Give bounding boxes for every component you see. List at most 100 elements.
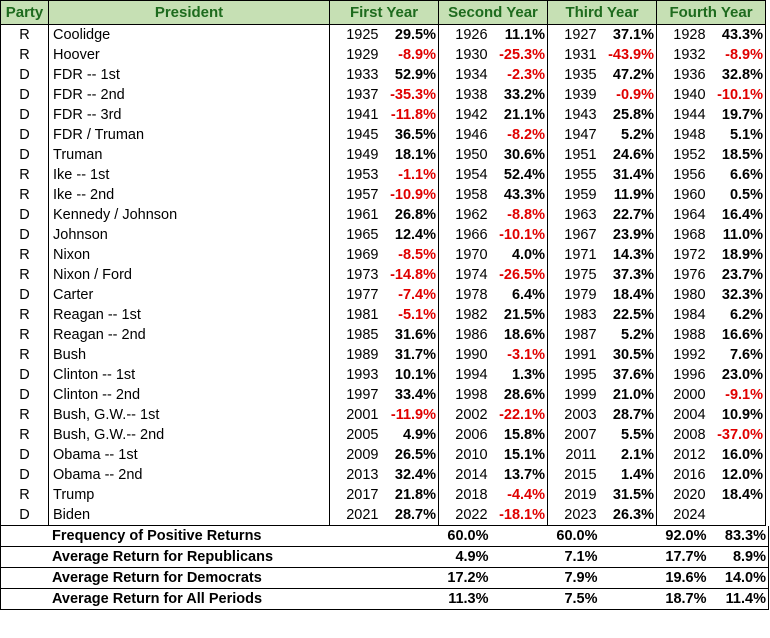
fourth-return-cell: 16.4%: [708, 205, 767, 225]
first-year-cell: 1965: [329, 225, 382, 245]
fourth-return-cell: 11.0%: [708, 225, 767, 245]
first-return-cell: 28.7%: [381, 505, 439, 526]
first-return-cell: -11.8%: [390, 107, 437, 123]
party-cell: R: [0, 24, 49, 45]
second-year-cell: 1954: [438, 165, 491, 185]
third-return-cell: 31.5%: [612, 487, 655, 503]
fourth-return-cell: 16.6%: [708, 325, 767, 345]
party-cell: D: [0, 365, 49, 385]
second-return-cell: 11.1%: [504, 27, 546, 43]
first-year-cell: 1933: [329, 65, 382, 85]
third-return-cell: 18.4%: [612, 287, 655, 303]
second-return-cell: 6.4%: [511, 287, 546, 303]
second-year-cell: 1926: [438, 24, 491, 45]
summary-value: 11.4%: [708, 588, 769, 610]
second-return-cell: 43.3%: [503, 187, 546, 203]
summary-value: 4.9%: [381, 546, 491, 568]
second-year-cell: 1970: [438, 245, 491, 265]
third-year-cell: 1959: [547, 185, 600, 205]
first-year-cell: 2005: [329, 425, 382, 445]
third-return-cell: 5.2%: [620, 127, 655, 143]
summary-label: Average Return for Republicans: [0, 546, 382, 568]
header-second-year: Second Year: [438, 0, 549, 25]
third-return-cell: 25.8%: [612, 107, 655, 123]
second-year-cell: 1966: [438, 225, 491, 245]
party-cell: R: [0, 185, 49, 205]
first-return-cell: -8.9%: [398, 47, 437, 63]
summary-label: Frequency of Positive Returns: [0, 525, 382, 547]
second-year-cell: 2022: [438, 505, 491, 526]
first-return-cell: 26.5%: [394, 447, 437, 463]
third-year-cell: 1963: [547, 205, 600, 225]
first-year-cell: 2013: [329, 465, 382, 485]
fourth-return-cell: 0.5%: [708, 185, 767, 205]
summary-row: Frequency of Positive Returns 60.0% 60.0% 9…: [0, 525, 769, 547]
table-row: D Truman 1949 18.1% 1950 30.6% 1951 24.6% 1952 18…: [0, 145, 769, 165]
second-year-cell: 2014: [438, 465, 491, 485]
third-return-cell: 11.9%: [613, 187, 655, 203]
third-year-cell: 1955: [547, 165, 600, 185]
fourth-return-cell: 23.0%: [708, 365, 767, 385]
third-return-cell: 2.1%: [620, 447, 655, 463]
first-year-cell: 1989: [329, 345, 382, 365]
table-row: R Reagan -- 2nd 1985 31.6% 1986 18.6% 1987 5.2%…: [0, 325, 769, 345]
table-row: R Bush, G.W.-- 1st 2001 -11.9% 2002 -22.1% 200…: [0, 405, 769, 425]
summary-value: 83.3%: [708, 525, 769, 547]
first-year-cell: 1977: [329, 285, 382, 305]
first-return-cell: 36.5%: [394, 127, 437, 143]
fourth-year-cell: 1968: [656, 225, 709, 245]
third-year-cell: 1947: [547, 125, 600, 145]
first-year-cell: 1969: [329, 245, 382, 265]
fourth-year-cell: 1928: [656, 24, 709, 45]
third-return-cell: -43.9%: [608, 47, 655, 63]
second-return-cell: -25.3%: [499, 47, 546, 63]
second-year-cell: 1978: [438, 285, 491, 305]
first-year-cell: 1981: [329, 305, 382, 325]
third-year-cell: 1967: [547, 225, 600, 245]
first-return-cell: -11.9%: [390, 407, 437, 423]
party-cell: D: [0, 505, 49, 526]
table-row: D Carter 1977 -7.4% 1978 6.4% 1979 18.4% 1980 32.…: [0, 285, 769, 305]
third-return-cell: 14.3%: [612, 247, 655, 263]
third-year-cell: 1991: [547, 345, 600, 365]
fourth-year-cell: 2024: [656, 505, 709, 526]
third-return-cell: 31.4%: [612, 167, 655, 183]
fourth-year-cell: 1984: [656, 305, 709, 325]
fourth-return-cell: -8.9%: [708, 45, 767, 65]
third-year-cell: 2003: [547, 405, 600, 425]
table-row: R Ike -- 1st 1953 -1.1% 1954 52.4% 1955 31.4% 19…: [0, 165, 769, 185]
third-return-cell: 37.1%: [612, 27, 655, 43]
third-year-cell: 1939: [547, 85, 600, 105]
president-cell: Ike -- 1st: [48, 165, 330, 185]
table-row: D FDR -- 1st 1933 52.9% 1934 -2.3% 1935 47.2% 19…: [0, 65, 769, 85]
fourth-year-cell: 1960: [656, 185, 709, 205]
fourth-return-cell: 7.6%: [708, 345, 767, 365]
fourth-year-cell: 1952: [656, 145, 709, 165]
party-cell: R: [0, 165, 49, 185]
header-third-year: Third Year: [547, 0, 658, 25]
third-year-cell: 1971: [547, 245, 600, 265]
party-cell: D: [0, 205, 49, 225]
fourth-year-cell: 1972: [656, 245, 709, 265]
third-return-cell: 28.7%: [612, 407, 655, 423]
second-return-cell: -8.2%: [507, 127, 546, 143]
table-row: R Nixon 1969 -8.5% 1970 4.0% 1971 14.3% 1972 18.9…: [0, 245, 769, 265]
party-cell: D: [0, 145, 49, 165]
president-cell: Trump: [48, 485, 330, 505]
fourth-year-cell: 1944: [656, 105, 709, 125]
table-row: D Clinton -- 1st 1993 10.1% 1994 1.3% 1995 37.6…: [0, 365, 769, 385]
second-return-cell: -4.4%: [507, 487, 546, 503]
third-return-cell: 37.3%: [612, 267, 655, 283]
header-first-year: First Year: [328, 0, 440, 25]
second-return-cell: -22.1%: [499, 407, 546, 423]
first-return-cell: -8.5%: [398, 247, 437, 263]
third-year-cell: 1935: [547, 65, 600, 85]
president-cell: Biden: [48, 505, 330, 526]
party-cell: R: [0, 405, 49, 425]
summary-label: Average Return for Democrats: [0, 567, 382, 589]
second-year-cell: 1962: [438, 205, 491, 225]
third-return-cell: 5.2%: [620, 327, 655, 343]
president-cell: Nixon / Ford: [48, 265, 330, 285]
second-year-cell: 1986: [438, 325, 491, 345]
first-return-cell: -35.3%: [390, 87, 437, 103]
